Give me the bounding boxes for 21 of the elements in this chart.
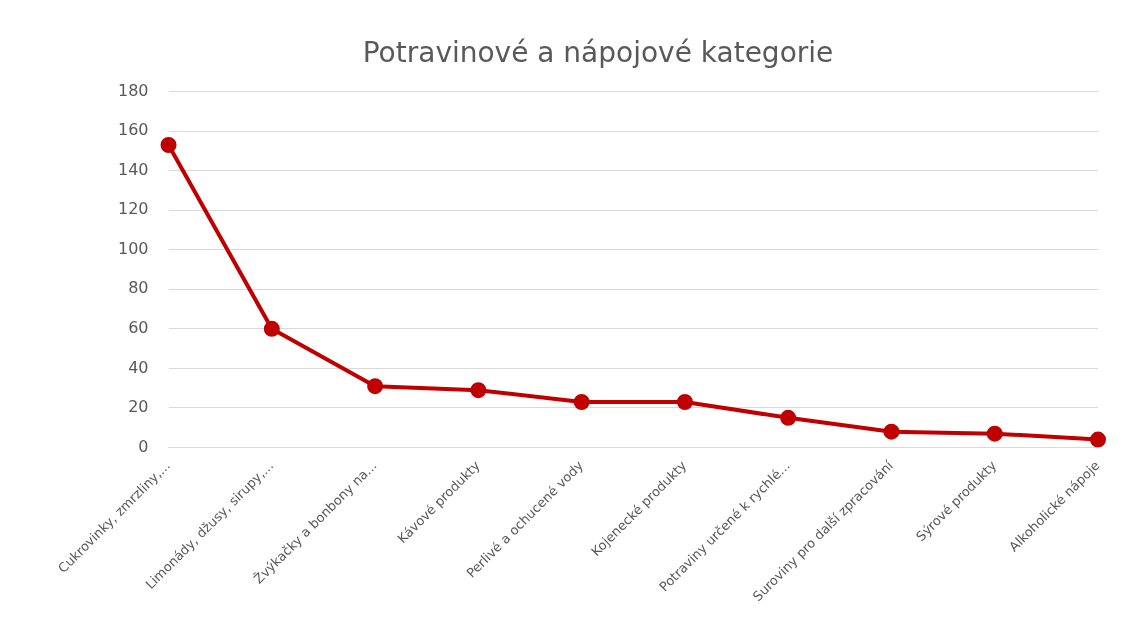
point: [263, 320, 280, 337]
chart-title: Potravinové a nápojové kategorie: [362, 36, 834, 70]
y-tick-label: 140: [117, 159, 149, 179]
point: [676, 394, 693, 410]
y-tick-label: 0: [138, 436, 149, 456]
point: [160, 136, 177, 153]
y-tick-label: 60: [128, 318, 149, 338]
y-tick-label: 180: [117, 80, 149, 100]
y-tick-label: 20: [128, 397, 149, 417]
point: [1090, 431, 1106, 448]
point: [986, 425, 1003, 442]
y-tick-label: 40: [128, 357, 149, 377]
y-tick-label: 100: [117, 238, 149, 258]
point: [780, 409, 797, 426]
y-tick-label: 120: [117, 199, 149, 219]
point: [367, 378, 384, 395]
point: [470, 382, 487, 399]
y-tick-label: 80: [128, 278, 149, 298]
point: [883, 423, 900, 440]
y-tick-label: 160: [117, 120, 149, 140]
point: [573, 394, 590, 410]
